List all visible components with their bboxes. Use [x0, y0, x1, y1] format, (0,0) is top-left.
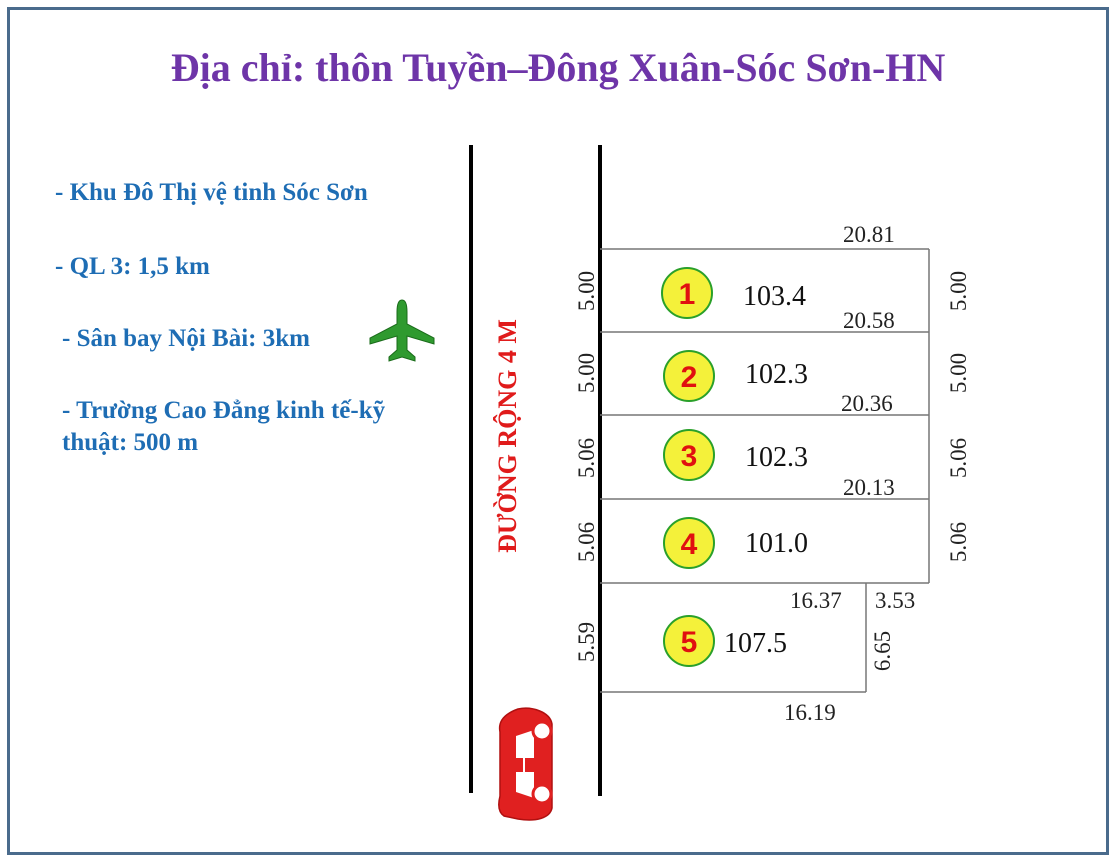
lot-right-depth: 5.00 — [946, 271, 971, 311]
lot-top-width: 20.58 — [843, 308, 895, 333]
lot-badge — [661, 267, 713, 319]
lot-area: 102.3 — [745, 442, 808, 473]
info-urban-area: - Khu Đô Thị vệ tinh Sóc Sơn — [55, 179, 368, 206]
airplane-icon — [369, 299, 435, 362]
lot-right-depth: 5.06 — [946, 438, 971, 478]
lot-area: 102.3 — [745, 359, 808, 390]
lot-left-depth: 5.00 — [574, 271, 599, 311]
lot-area: 101.0 — [745, 528, 808, 559]
car-icon — [498, 707, 553, 821]
lot-right-depth: 5.00 — [946, 353, 971, 393]
lot-right-depth: 6.65 — [870, 631, 895, 671]
lot-top-width: 20.81 — [843, 222, 895, 247]
lot-number: 2 — [681, 361, 698, 394]
lot-number: 4 — [681, 528, 698, 561]
lot-top-width: 16.37 — [790, 588, 842, 613]
lot-top-width: 20.13 — [843, 475, 895, 500]
lot-5: 5 107.5 16.37 3.53 5.59 6.65 16.19 — [574, 588, 915, 725]
frame: Địa chỉ: thôn Tuyền–Đông Xuân-Sóc Sơn-HN — [7, 7, 1109, 855]
info-college: - Trường Cao Đẳng kinh tế-kỹ — [62, 397, 386, 424]
info-college-distance: thuật: 500 m — [62, 429, 199, 456]
lot-2: 2 102.3 20.58 5.00 5.00 — [574, 308, 971, 402]
lot-left-depth: 5.06 — [574, 522, 599, 562]
lot-number: 1 — [679, 278, 696, 311]
lot-bottom-width: 16.19 — [784, 700, 836, 725]
lot-number: 3 — [681, 440, 698, 473]
lot-step-width: 3.53 — [875, 588, 915, 613]
lot-left-depth: 5.06 — [574, 438, 599, 478]
page-title: Địa chỉ: thôn Tuyền–Đông Xuân-Sóc Sơn-HN — [170, 45, 946, 90]
lot-area: 107.5 — [724, 628, 787, 659]
lot-left-depth: 5.59 — [574, 622, 599, 662]
lot-badge — [663, 615, 715, 667]
lot-right-depth: 5.06 — [946, 522, 971, 562]
lot-number: 5 — [681, 626, 698, 659]
road-label: ĐƯỜNG RỘNG 4 M — [493, 319, 522, 553]
lot-1: 1 103.4 20.81 5.00 5.00 — [574, 222, 971, 319]
lot-4: 4 101.0 20.13 5.06 5.06 — [574, 475, 971, 569]
lot-area: 103.4 — [743, 281, 806, 312]
lot-outlines — [600, 248, 930, 693]
info-highway: - QL 3: 1,5 km — [55, 253, 210, 280]
lot-badge — [663, 517, 715, 569]
lot-3: 3 102.3 20.36 5.06 5.06 — [574, 391, 971, 481]
lot-badge — [663, 429, 715, 481]
info-airport: - Sân bay Nội Bài: 3km — [62, 325, 310, 352]
lot-top-width: 20.36 — [841, 391, 893, 416]
lot-badge — [663, 350, 715, 402]
lot-left-depth: 5.00 — [574, 353, 599, 393]
